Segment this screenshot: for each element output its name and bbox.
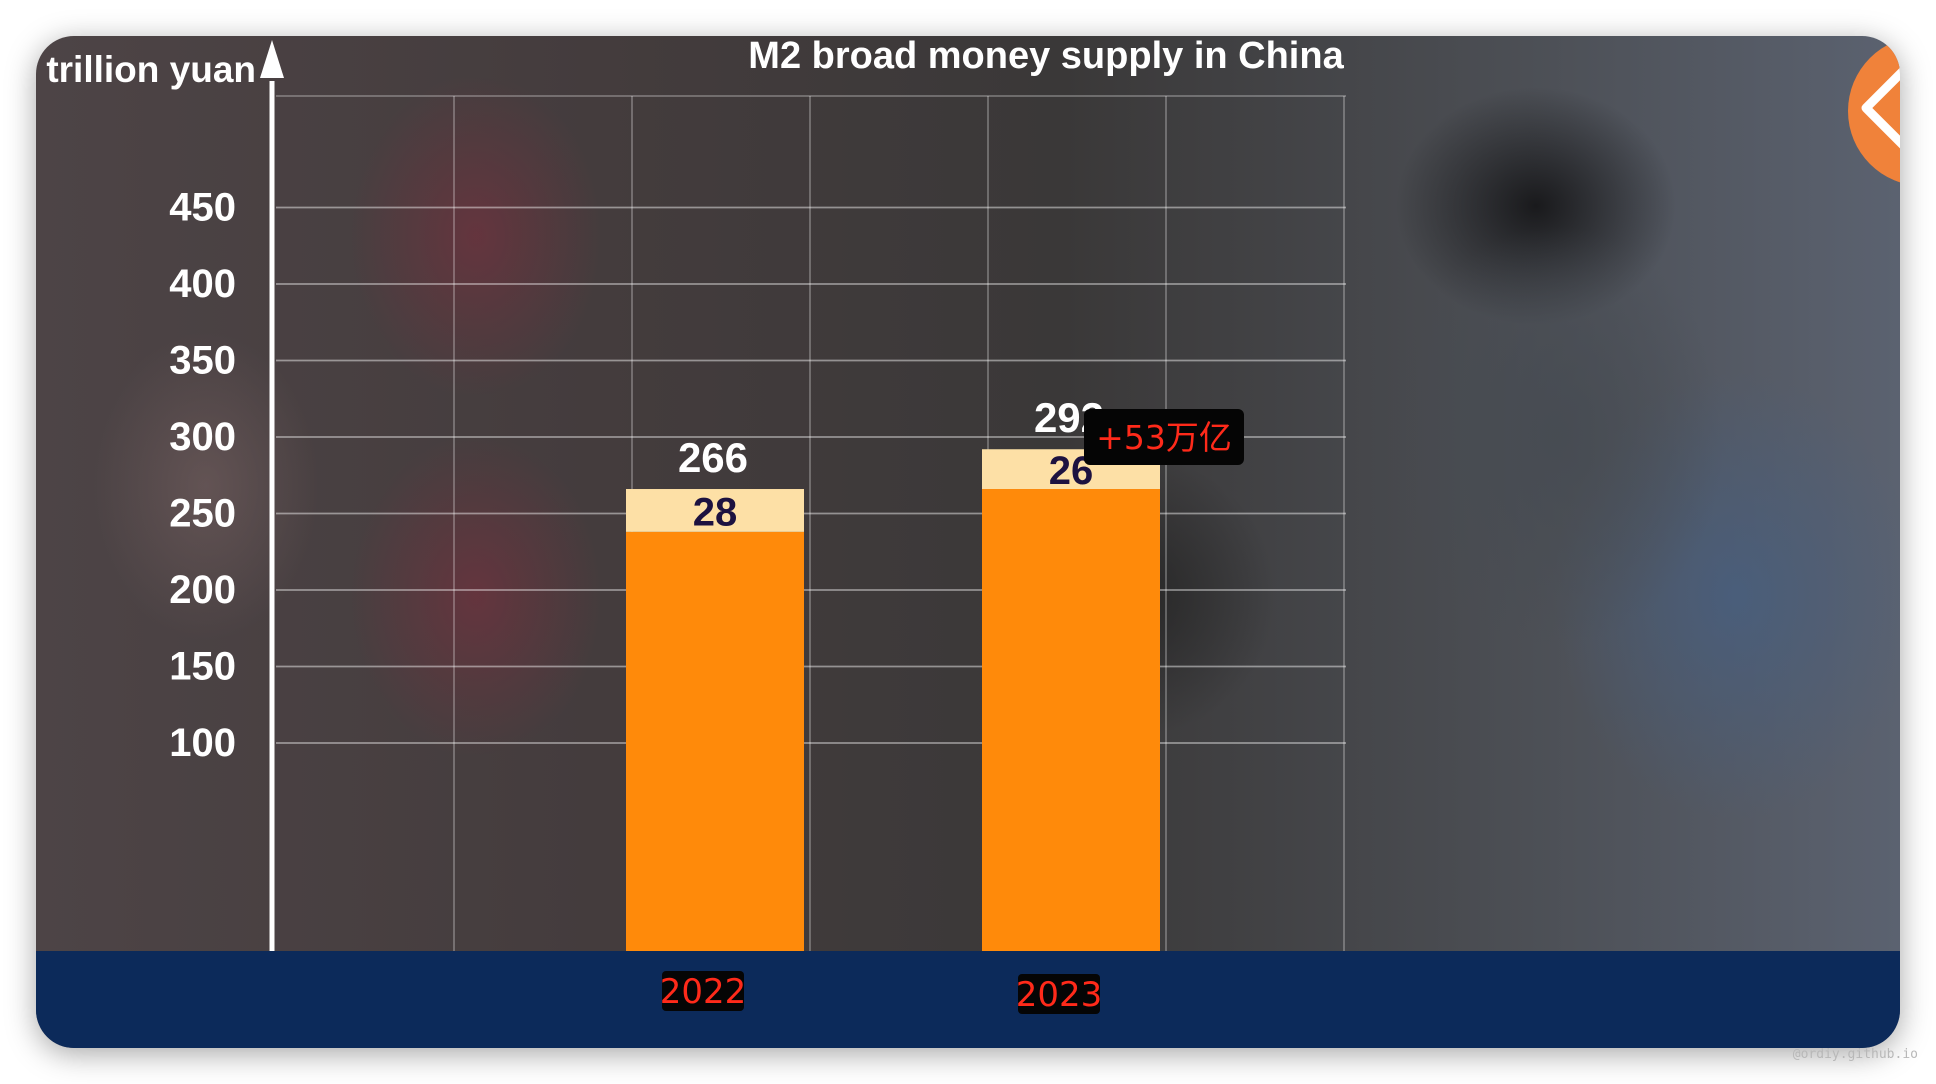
bar-2022-increment	[626, 489, 804, 532]
total-label-2022: 266	[678, 434, 748, 481]
background-photo	[36, 36, 1900, 1048]
video-frame: 28 266 2022 26 292 2023 450 400 350 300 250 200 150 1…	[36, 36, 1900, 1048]
y-axis-arrow-icon	[260, 40, 284, 78]
category-label-2022: 2022	[660, 972, 747, 1012]
y-tick-label: 250	[169, 492, 236, 536]
watermark: @ordiy.github.io	[1792, 1047, 1918, 1062]
y-tick-label: 200	[169, 568, 236, 612]
grid	[276, 95, 1346, 951]
y-tick-label: 400	[169, 262, 236, 306]
category-chip-2023	[1018, 974, 1100, 1014]
y-tick-label: 300	[169, 415, 236, 459]
chart-title: M2 broad money supply in China	[748, 36, 1344, 77]
category-chip-2022	[662, 971, 744, 1011]
labels: 2826620222629220234504003503002502001501…	[46, 36, 1344, 1015]
y-tick-label: 350	[169, 339, 236, 383]
y-axis	[260, 40, 284, 951]
segment-label-2022: 28	[693, 490, 738, 534]
category-label-2023: 2023	[1016, 975, 1103, 1015]
chart: 2826620222629220234504003503002502001501…	[46, 36, 1346, 1015]
bottom-bar	[36, 951, 1900, 1048]
bars	[626, 449, 1160, 951]
y-tick-label: 150	[169, 645, 236, 689]
y-tick-label: 450	[169, 186, 236, 230]
y-tick-label: 100	[169, 721, 236, 765]
y-axis-title: trillion yuan	[46, 49, 256, 90]
bar-2023-base	[982, 489, 1160, 951]
bar-2022-base	[626, 531, 804, 951]
annotation-chip	[1084, 409, 1244, 465]
annotation-label: +53万亿	[1096, 418, 1232, 457]
chevron-left-icon	[1861, 67, 1900, 149]
